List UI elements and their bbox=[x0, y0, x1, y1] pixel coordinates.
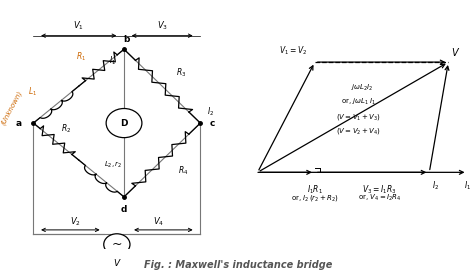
Text: $R_1$: $R_1$ bbox=[76, 50, 86, 63]
Text: or, $j\omega L_1$ $I_1$: or, $j\omega L_1$ $I_1$ bbox=[340, 97, 376, 107]
Text: $R_3$: $R_3$ bbox=[176, 67, 186, 79]
Text: a: a bbox=[15, 119, 21, 128]
Text: $V_3$: $V_3$ bbox=[156, 19, 168, 32]
Text: $V_4$: $V_4$ bbox=[153, 215, 164, 228]
Circle shape bbox=[106, 108, 141, 138]
Text: $R_4$: $R_4$ bbox=[178, 165, 188, 178]
Text: $(V = V_2 + V_4)$: $(V = V_2 + V_4)$ bbox=[336, 126, 381, 136]
Text: $I_2$: $I_2$ bbox=[207, 105, 214, 118]
Text: $I_1$: $I_1$ bbox=[109, 55, 115, 67]
Text: c: c bbox=[209, 119, 215, 128]
Text: $I_1 R_1$: $I_1 R_1$ bbox=[306, 183, 322, 196]
Text: $I_2$: $I_2$ bbox=[431, 180, 438, 192]
Text: (Unknown): (Unknown) bbox=[0, 89, 24, 126]
Text: D: D bbox=[120, 119, 128, 128]
Text: $V_1$: $V_1$ bbox=[73, 19, 84, 32]
Text: $R_2$: $R_2$ bbox=[61, 123, 71, 136]
Text: $j\omega L_2 I_2$: $j\omega L_2 I_2$ bbox=[350, 82, 372, 92]
Text: $(V = V_1 + V_3)$: $(V = V_1 + V_3)$ bbox=[336, 112, 381, 122]
Text: $I_1$: $I_1$ bbox=[463, 180, 470, 192]
Text: $V$: $V$ bbox=[112, 257, 121, 268]
Text: or, $V_4 = I_2 R_4$: or, $V_4 = I_2 R_4$ bbox=[357, 193, 400, 203]
Text: $V$: $V$ bbox=[450, 46, 459, 59]
Circle shape bbox=[104, 234, 129, 255]
Text: $V_3 = I_1 R_3$: $V_3 = I_1 R_3$ bbox=[361, 183, 396, 196]
Text: $V_2$: $V_2$ bbox=[69, 215, 80, 228]
Text: $L_2, r_2$: $L_2, r_2$ bbox=[104, 160, 122, 170]
Text: Fig. : Maxwell's inductance bridge: Fig. : Maxwell's inductance bridge bbox=[144, 260, 332, 270]
Text: or, $I_2\,(r_2 + R_2)$: or, $I_2\,(r_2 + R_2)$ bbox=[290, 193, 338, 202]
Text: d: d bbox=[120, 205, 127, 214]
Text: $V_1 = V_2$: $V_1 = V_2$ bbox=[279, 44, 307, 57]
Text: $L_1$: $L_1$ bbox=[29, 85, 38, 98]
Text: b: b bbox=[123, 36, 129, 44]
Text: ~: ~ bbox=[111, 238, 122, 251]
